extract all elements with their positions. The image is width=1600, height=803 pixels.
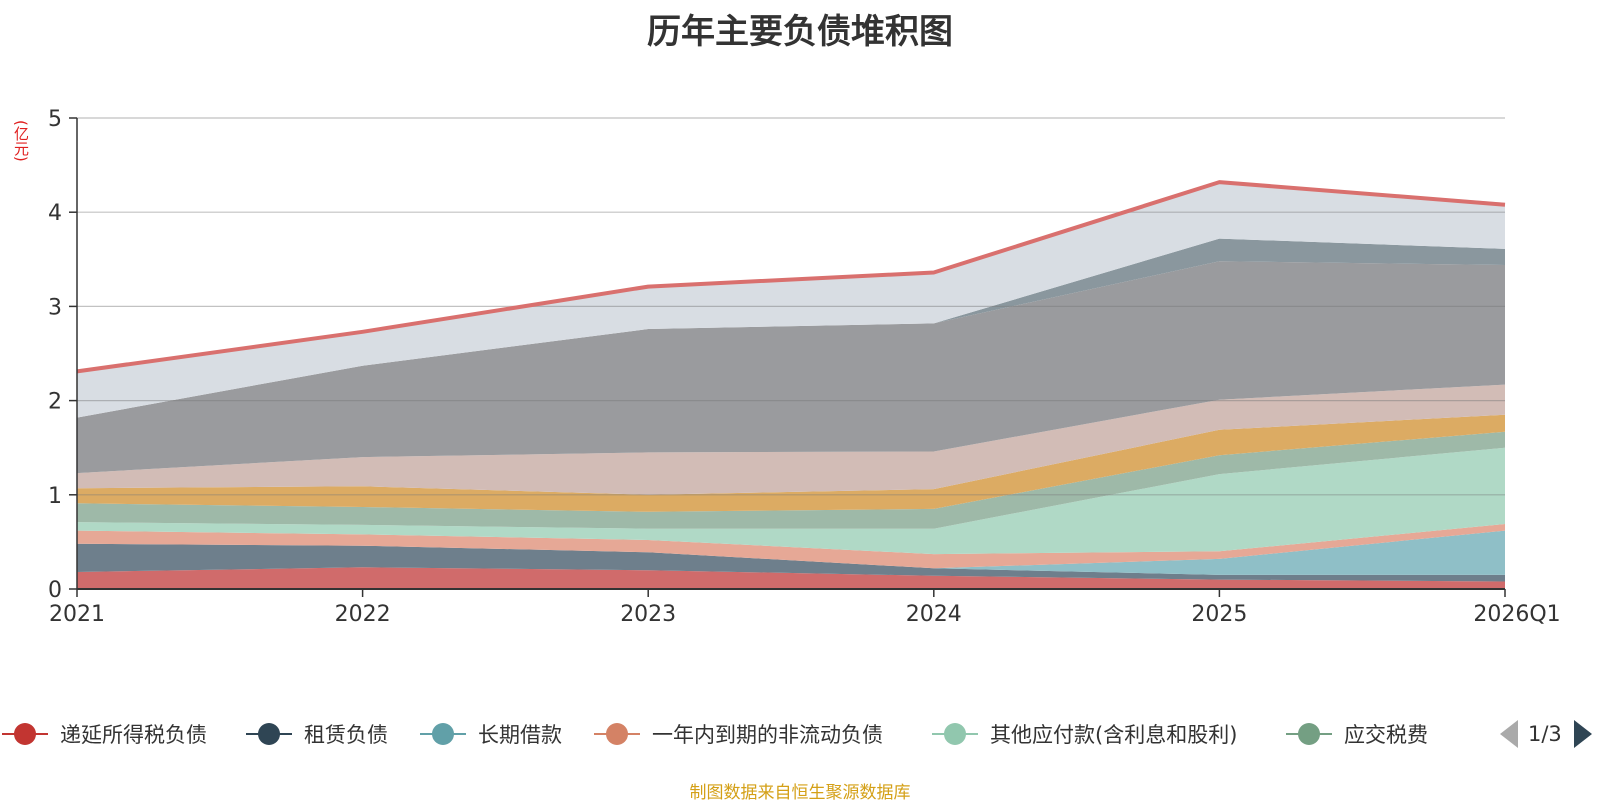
legend-label: 其他应付款(含利息和股利) — [990, 723, 1238, 747]
y-tick-label-0: 0 — [48, 578, 62, 603]
legend-item-series-5[interactable]: 应交税费 — [1286, 716, 1428, 752]
area-series-7 — [77, 384, 1505, 495]
y-tick-label-5: 5 — [48, 107, 62, 132]
legend-item-series-3[interactable]: 一年内到期的非流动负债 — [594, 716, 883, 752]
x-tick-label-0: 2021 — [49, 602, 105, 627]
area-series-3 — [77, 524, 1505, 569]
legend-circle-icon — [1286, 720, 1332, 748]
legend-circle-icon — [420, 720, 466, 748]
area-series-1 — [77, 543, 1505, 582]
legend-label: 递延所得税负债 — [60, 723, 207, 747]
y-tick-label-3: 3 — [48, 295, 62, 320]
y-tick-label-4: 4 — [48, 201, 62, 226]
legend-item-series-0[interactable]: 递延所得税负债 — [2, 716, 207, 752]
area-series-8 — [77, 261, 1505, 474]
chart-title: 历年主要负债堆积图 — [647, 12, 953, 52]
x-tick-label-2: 2023 — [620, 602, 676, 627]
legend-label: 应交税费 — [1344, 723, 1428, 747]
legend-item-series-1[interactable]: 租赁负债 — [246, 716, 388, 752]
x-tick-label-4: 2025 — [1191, 602, 1247, 627]
legend-circle-icon — [2, 720, 48, 748]
legend-circle-icon — [932, 720, 978, 748]
y-axis-unit: (亿元) — [12, 120, 30, 162]
legend-item-series-2[interactable]: 长期借款 — [420, 716, 562, 752]
area-series-2 — [77, 530, 1505, 575]
x-tick-label-1: 2022 — [335, 602, 391, 627]
legend-circle-icon — [246, 720, 292, 748]
area-series-4 — [77, 447, 1505, 555]
y-tick-label-1: 1 — [48, 484, 62, 509]
legend-next-page-icon[interactable] — [1573, 720, 1592, 748]
area-series-10 — [77, 181, 1505, 418]
area-series-0 — [77, 567, 1505, 589]
data-source-note: 制图数据来自恒生聚源数据库 — [689, 783, 911, 803]
legend-circle-icon — [594, 720, 640, 748]
area-series-5 — [77, 431, 1505, 529]
legend-label: 租赁负债 — [304, 723, 388, 747]
legend-prev-page-icon[interactable] — [1500, 720, 1518, 748]
legend-label: 长期借款 — [478, 723, 562, 747]
legend: 递延所得税负债 租赁负债 长期借款 一年内到期的非流动负债 其他应付款(含利息和… — [0, 716, 1600, 752]
x-tick-label-5: 2026Q1 — [1473, 602, 1560, 627]
area-series-9 — [77, 238, 1505, 418]
x-tick-label-3: 2024 — [906, 602, 962, 627]
y-tick-label-2: 2 — [48, 390, 62, 415]
legend-label: 一年内到期的非流动负债 — [652, 723, 883, 747]
legend-item-series-4[interactable]: 其他应付款(含利息和股利) — [932, 716, 1237, 752]
legend-pager: 1/3 — [1500, 716, 1592, 752]
total-line — [76, 180, 1506, 374]
legend-page-indicator: 1/3 — [1528, 722, 1562, 746]
area-series-6 — [77, 414, 1505, 512]
